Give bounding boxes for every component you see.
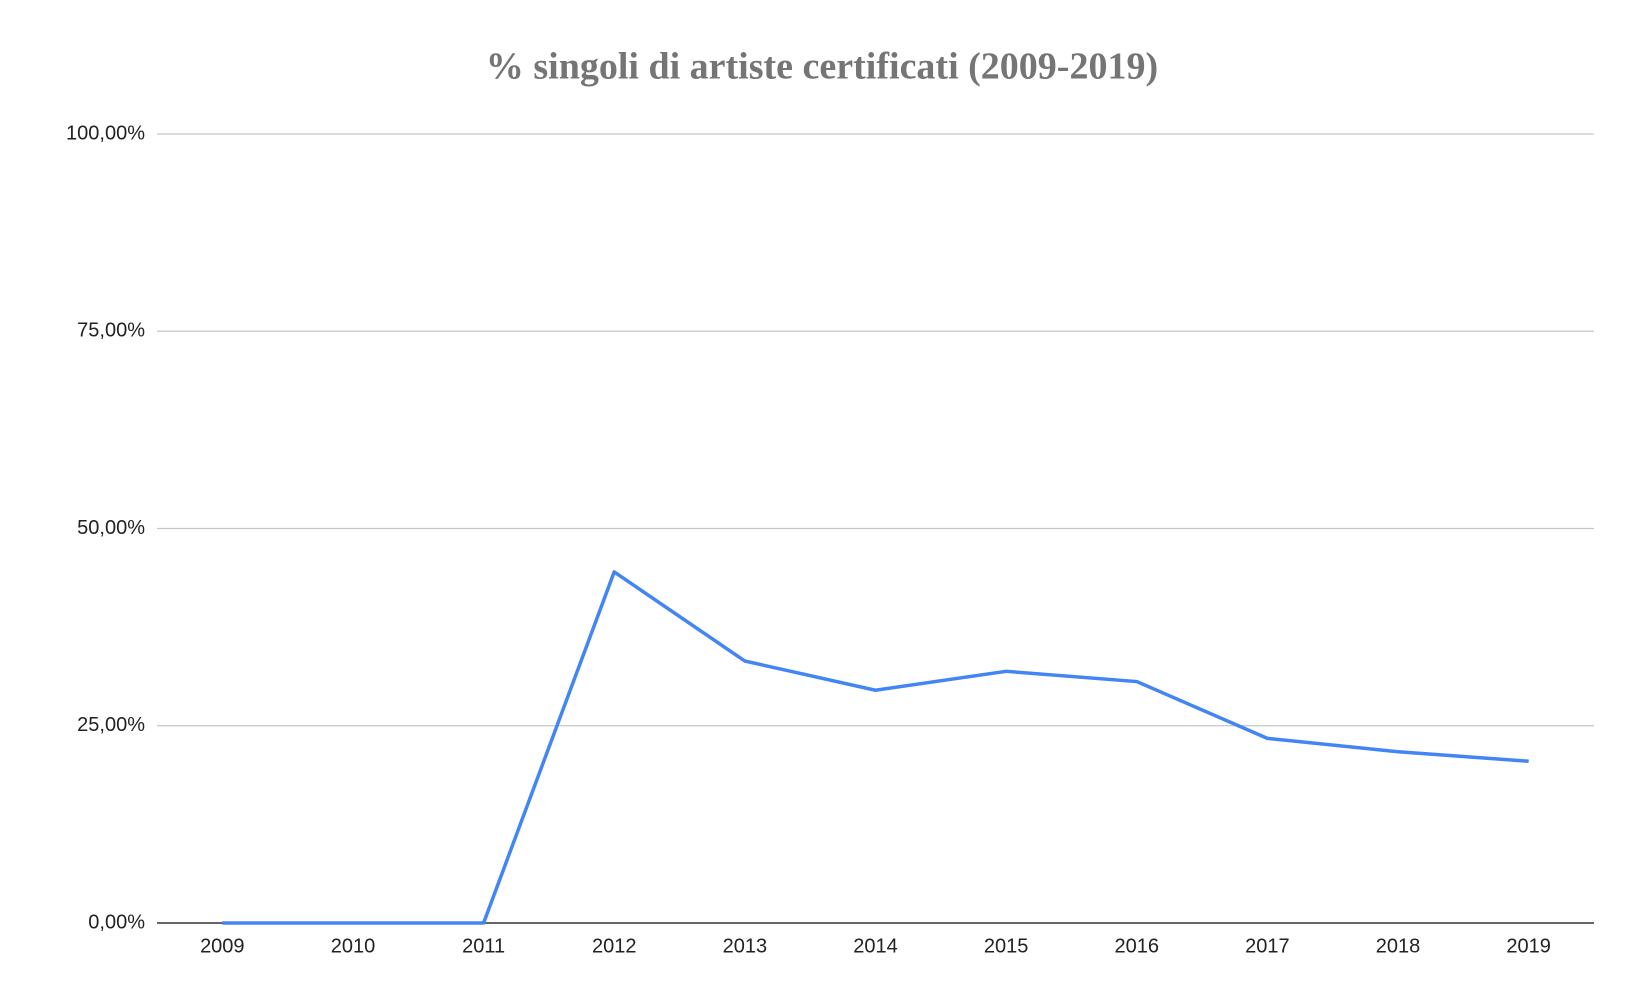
x-tick-label: 2018 <box>1376 935 1421 957</box>
chart-title: % singoli di artiste certificati (2009-2… <box>486 46 1158 88</box>
y-tick-label: 75,00% <box>77 320 145 342</box>
x-tick-label: 2017 <box>1245 935 1290 957</box>
x-tick-label: 2016 <box>1115 935 1160 957</box>
x-tick-label: 2012 <box>592 935 637 957</box>
y-tick-label: 100,00% <box>66 122 145 144</box>
x-tick-label: 2009 <box>200 935 245 957</box>
y-tick-label: 50,00% <box>77 517 145 539</box>
x-tick-label: 2015 <box>984 935 1029 957</box>
y-tick-label: 0,00% <box>88 911 145 933</box>
x-tick-label: 2011 <box>462 935 505 957</box>
x-tick-label: 2010 <box>331 935 376 957</box>
x-tick-label: 2019 <box>1506 935 1551 957</box>
x-tick-label: 2013 <box>723 935 768 957</box>
data-line <box>222 570 1529 925</box>
y-tick-label: 25,00% <box>77 714 145 736</box>
x-tick-label: 2014 <box>853 935 898 957</box>
